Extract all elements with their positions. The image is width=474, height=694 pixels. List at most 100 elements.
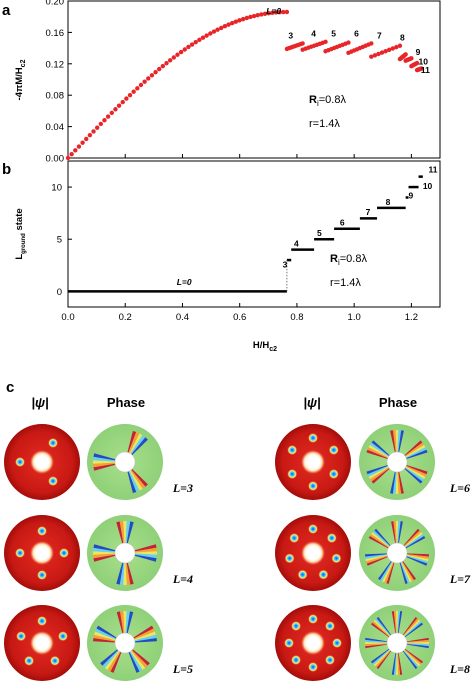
psi-header-left: |ψ| [31,395,48,410]
phase-wedge [391,521,396,544]
phase-wedge [93,453,116,461]
data-point-L0 [240,16,246,22]
vortex [284,638,294,648]
x-tick-label-b: 1.2 [405,312,418,323]
phase-wedge [406,643,429,647]
label-L6-a: 6 [354,28,359,38]
psi-hole [30,541,54,565]
phase-wedge [119,562,125,585]
data-point-L0 [270,10,275,15]
data-point-L0 [102,118,107,123]
data-point-L0 [164,60,169,66]
phase-wedge [379,561,393,582]
vortex [308,481,318,491]
data-point-L0 [277,9,282,15]
data-point-L0 [91,129,96,134]
data-point-L0 [219,25,224,31]
phase-wedge [93,462,116,468]
data-point-L0 [178,49,184,55]
phase-wedge [365,643,388,649]
phase-wedge [406,555,428,564]
phase-wedge [404,532,423,548]
data-point-L0 [259,12,264,17]
data-point-L0 [135,86,140,91]
data-point-L0 [211,29,217,34]
y-tick-label-b: 0 [57,287,62,298]
phase-wedge [404,440,423,456]
phase-wedge [128,432,140,454]
x-tick-label-b: 0.8 [290,312,303,323]
data-point-L0 [255,12,260,18]
phase-wedge [398,430,404,453]
label-L3-b: 3 [283,259,288,269]
data-point-L0 [237,18,242,23]
phase-wedge [376,617,392,636]
phase-wedge [406,553,429,557]
x-ticks-b: 0.0 0.2 0.4 0.6 0.8 1.0 1.2 [61,303,418,323]
data-point-L0 [233,19,239,24]
data-point-L7 [372,53,378,58]
phase-wedge [93,460,116,464]
phase-hole [386,632,408,654]
vorticity-label: L=5 [172,662,193,676]
data-point-L0 [124,96,129,101]
data-point-L0 [105,114,111,119]
phase-wedge [126,521,134,544]
phase-wedge [403,528,420,546]
data-point-L0 [215,27,220,32]
phase-wedge [370,442,390,457]
phase-wedge [123,562,127,585]
data-point-L0 [171,55,177,60]
phase-wedge [365,637,388,643]
phase-wedge [365,554,388,559]
magnetization-series [65,9,424,161]
label-L10-b: 10 [423,181,433,191]
phase-wedge [127,430,137,453]
phase-wedge [382,561,393,583]
phase-wedge [371,532,390,548]
phase-wedge [131,437,148,456]
y-tick-label-a: 0.00 [46,154,65,165]
phase-wedge [100,649,118,666]
phase-wedge [365,641,388,645]
phase-wedge [397,521,401,544]
phase-header-right: Phase [379,395,417,410]
phase-wedge [393,521,397,544]
data-point-L0 [251,13,257,19]
phase-wedge [406,643,429,649]
data-point-L0 [189,42,195,47]
psi-header-right: |ψ| [303,395,320,410]
phase-wedge [126,611,134,634]
data-point-L3 [300,41,305,46]
phase-hole [386,451,408,473]
r-annotation-b: r=1.4λ [330,277,361,289]
data-point-L0 [149,73,155,78]
y-axis-title-a: -4πM/Hc2 [14,59,27,100]
phase-wedge [386,562,395,584]
data-point-L0 [197,37,202,43]
phase-wedge [398,471,404,494]
phase-wedge [397,611,403,634]
vortex [308,614,318,624]
vortex [324,621,335,632]
phase-wedge [93,637,116,643]
phase-wedge [373,619,391,637]
phase-wedge [406,637,429,643]
y-ticks-b: 0 5 10 [51,183,72,298]
phase-wedge [372,649,390,665]
phase-wedge [128,651,140,673]
psi-hole [30,450,54,474]
x-axis-title-b: H/Hc2 [253,340,277,353]
phase-wedge [93,634,116,642]
phase-hole [114,542,136,564]
vorticity-label: L=7 [449,572,471,586]
vortex [15,548,25,558]
x-tick-label-b: 1.0 [348,312,361,323]
data-point-L6 [369,41,374,46]
data-point-L7 [397,43,403,48]
phase-wedge [134,553,157,559]
vortex [289,533,300,544]
phase-wedge [405,465,427,477]
phase-wedge [397,430,402,453]
phase-wedge [104,650,120,670]
